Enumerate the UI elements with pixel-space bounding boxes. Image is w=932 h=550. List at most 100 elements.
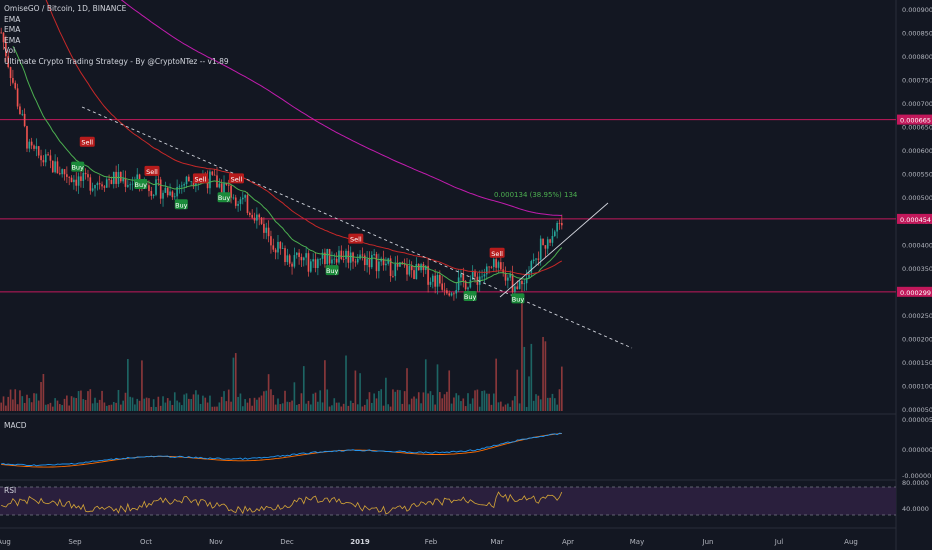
candle-body <box>326 249 329 265</box>
volume-bar <box>119 404 122 411</box>
volume-bar <box>361 406 364 411</box>
candle-body <box>483 274 486 277</box>
volume-bar <box>263 391 265 411</box>
candle-body <box>434 275 436 287</box>
candle-body <box>516 286 519 290</box>
candle-body <box>178 186 181 188</box>
volume-bar <box>256 399 258 411</box>
volume-bar <box>389 406 392 411</box>
volume-bar <box>326 389 329 411</box>
candle-body <box>392 275 394 277</box>
volume-bar <box>63 398 66 411</box>
macd-pane-label[interactable]: MACD <box>4 421 27 430</box>
level-price-label: 0.000454 <box>900 216 931 224</box>
candle-body <box>370 255 373 268</box>
volume-bar <box>155 406 157 411</box>
candle-body <box>558 222 561 224</box>
volume-bar <box>274 404 277 411</box>
candle-body <box>112 171 115 184</box>
legend-ema-3[interactable]: EMA <box>4 35 21 45</box>
candle-body <box>511 274 514 292</box>
volume-bar <box>213 406 216 411</box>
candle-body <box>342 258 345 260</box>
volume-bar <box>143 398 146 411</box>
volume-bar <box>58 404 61 411</box>
candle-body <box>101 184 103 187</box>
volume-bar <box>375 398 378 411</box>
candle-body <box>272 245 275 250</box>
volume-bar <box>485 393 488 411</box>
volume-bar <box>98 399 101 411</box>
candle-body <box>333 258 336 260</box>
candle-body <box>338 250 340 263</box>
candle-body <box>256 214 258 221</box>
candle-body <box>474 270 476 277</box>
legend-ema-2[interactable]: EMA <box>4 25 21 35</box>
volume-bar <box>312 393 314 411</box>
volume-bar <box>359 373 361 411</box>
candle-body <box>94 184 96 189</box>
price-tick-label: 0.000900 <box>902 6 932 14</box>
level-price-label: 0.000665 <box>900 117 931 125</box>
volume-bar <box>23 402 26 411</box>
candle-body <box>281 248 284 249</box>
candle-body <box>415 263 418 280</box>
volume-bar <box>467 393 469 411</box>
candle-body <box>314 259 317 269</box>
volume-bar <box>37 400 40 411</box>
volume-bar <box>180 405 183 411</box>
sell-signal-badge <box>144 165 160 176</box>
volume-bar <box>188 398 190 411</box>
candle-body <box>230 185 232 198</box>
rsi-pane-label[interactable]: RSI <box>4 486 17 495</box>
candle-body <box>509 274 512 278</box>
legend-ema-1[interactable]: EMA <box>4 14 21 24</box>
volume-bar <box>166 398 169 411</box>
candle-body <box>9 67 12 79</box>
volume-bar <box>492 393 495 411</box>
volume-bar <box>244 399 246 411</box>
buy-signal-label: Buy <box>218 194 231 202</box>
volume-bar <box>335 402 338 411</box>
candle-body <box>227 184 230 186</box>
volume-bar <box>553 398 556 411</box>
candle-body <box>413 270 415 280</box>
candle-body <box>443 289 446 291</box>
candle-body <box>448 293 451 296</box>
volume-bar <box>528 376 530 411</box>
candle-body <box>504 273 507 281</box>
legend-volume[interactable]: Vol <box>4 46 16 56</box>
volume-bar <box>352 402 354 411</box>
volume-bar <box>230 401 232 411</box>
volume-bar <box>206 402 209 411</box>
candle-body <box>169 191 171 196</box>
price-tick-label: 0.000400 <box>902 241 932 249</box>
candle-body <box>70 177 73 183</box>
volume-bar <box>223 391 225 411</box>
volume-bar <box>270 389 272 411</box>
candle-body <box>286 255 289 263</box>
candle-body <box>246 195 249 213</box>
volume-bar <box>101 390 103 411</box>
volume-bar <box>127 359 129 411</box>
volume-bar <box>462 398 465 411</box>
volume-bar <box>431 395 434 411</box>
candle-body <box>380 258 383 262</box>
volume-bar <box>368 392 371 411</box>
candle-body <box>232 197 235 199</box>
volume-bar <box>298 403 300 411</box>
time-tick-label: Aug <box>844 538 858 546</box>
candle-body <box>263 223 265 233</box>
volume-bar <box>61 405 63 411</box>
candle-body <box>211 171 214 175</box>
candle-body <box>82 172 85 181</box>
symbol-title[interactable]: OmiseGO / Bitcoin, 1D, BINANCE <box>4 4 127 13</box>
candle-body <box>117 171 120 184</box>
candle-body <box>33 145 35 149</box>
time-tick-label: Dec <box>280 538 294 546</box>
volume-bar <box>141 360 143 411</box>
price-tick-label: 0.000200 <box>902 335 932 343</box>
legend-strategy[interactable]: Ultimate Crypto Trading Strategy - By @C… <box>4 56 229 66</box>
macd-signal-line <box>1 433 562 468</box>
